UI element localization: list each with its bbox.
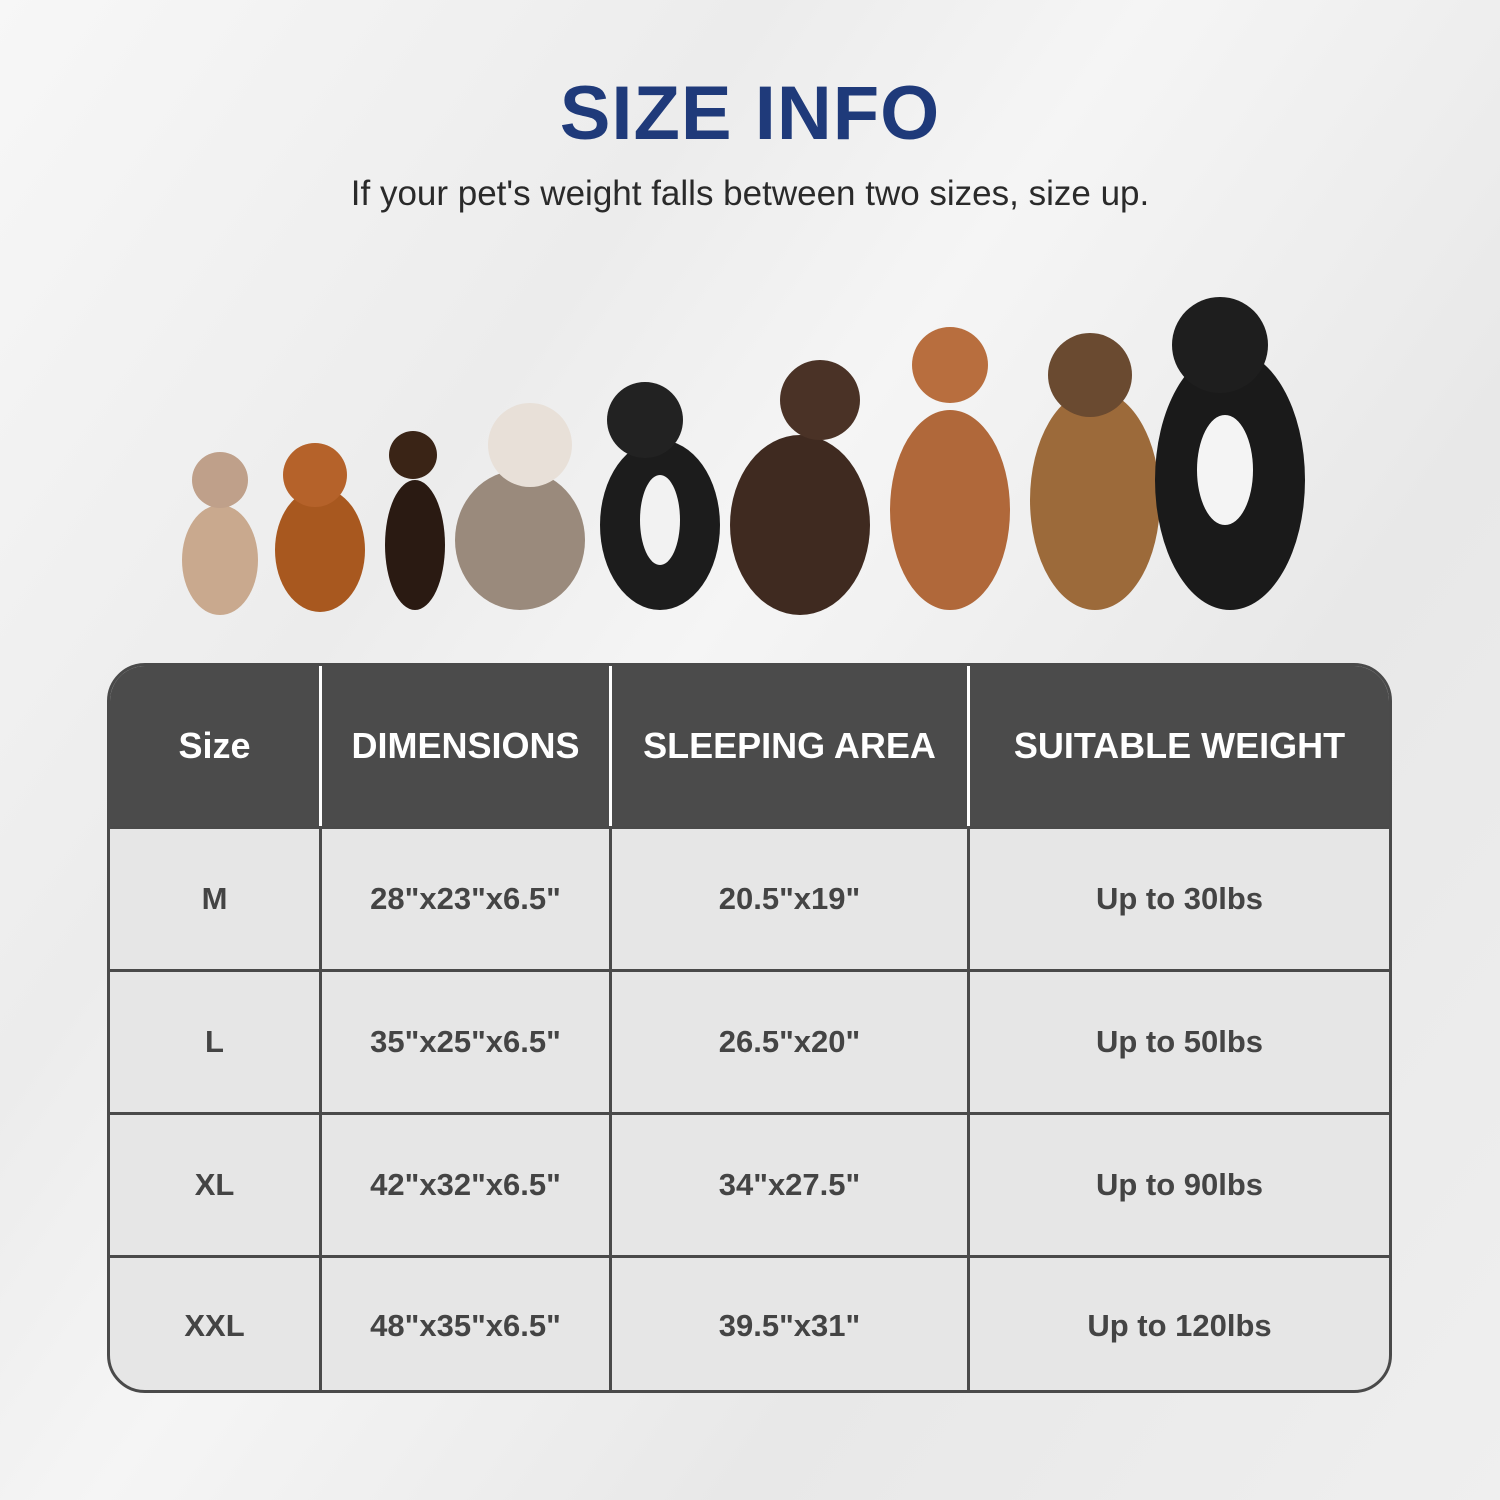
cell-size: XL — [194, 1167, 235, 1202]
dog-bernese — [1155, 297, 1305, 610]
cell-sleeping-area: 34"x27.5" — [609, 1115, 967, 1255]
cell-dimensions: 28"x23"x6.5" — [319, 829, 609, 969]
header-dimensions: DIMENSIONS — [319, 666, 609, 826]
table-row: L 35"x25"x6.5" 26.5"x20" Up to 50lbs — [110, 969, 1389, 1112]
dog-labrador — [730, 360, 870, 615]
cell-dimensions: 35"x25"x6.5" — [319, 972, 609, 1112]
dog-border-collie — [600, 382, 720, 610]
cell-weight: Up to 30lbs — [967, 829, 1389, 969]
cell-sleeping-area: 26.5"x20" — [609, 972, 967, 1112]
dog-vizsla — [890, 327, 1010, 610]
cell-weight: Up to 90lbs — [967, 1115, 1389, 1255]
dog-cavalier — [275, 443, 365, 612]
cell-dimensions: 42"x32"x6.5" — [319, 1115, 609, 1255]
dog-french-bulldog — [182, 452, 258, 615]
page-subtitle: If your pet's weight falls between two s… — [350, 174, 1150, 213]
cell-weight: Up to 120lbs — [967, 1258, 1389, 1390]
cell-sleeping-area: 39.5"x31" — [609, 1258, 967, 1390]
table-row: M 28"x23"x6.5" 20.5"x19" Up to 30lbs — [110, 826, 1389, 969]
cell-dimensions: 48"x35"x6.5" — [319, 1258, 609, 1390]
cell-weight: Up to 50lbs — [967, 972, 1389, 1112]
cell-sleeping-area: 20.5"x19" — [609, 829, 967, 969]
dogs-lineup-image — [182, 297, 1305, 615]
table-row: XL 42"x32"x6.5" 34"x27.5" Up to 90lbs — [110, 1112, 1389, 1255]
dog-german-shepherd — [1030, 333, 1160, 610]
table-row: XXL 48"x35"x6.5" 39.5"x31" Up to 120lbs — [110, 1255, 1389, 1390]
header-suitable-weight: SUITABLE WEIGHT — [967, 666, 1389, 826]
cell-size: M — [201, 881, 228, 916]
table-header-row: Size DIMENSIONS SLEEPING AREA SUITABLE W… — [110, 666, 1389, 826]
cell-size: L — [205, 1024, 224, 1059]
header-sleeping-area: SLEEPING AREA — [609, 666, 967, 826]
header-size: Size — [178, 725, 251, 766]
dog-bulldog — [455, 403, 585, 610]
size-table: Size DIMENSIONS SLEEPING AREA SUITABLE W… — [107, 663, 1392, 1393]
page-title: SIZE INFO — [559, 71, 941, 156]
cell-size: XXL — [184, 1308, 245, 1343]
dog-pinscher — [385, 431, 445, 610]
